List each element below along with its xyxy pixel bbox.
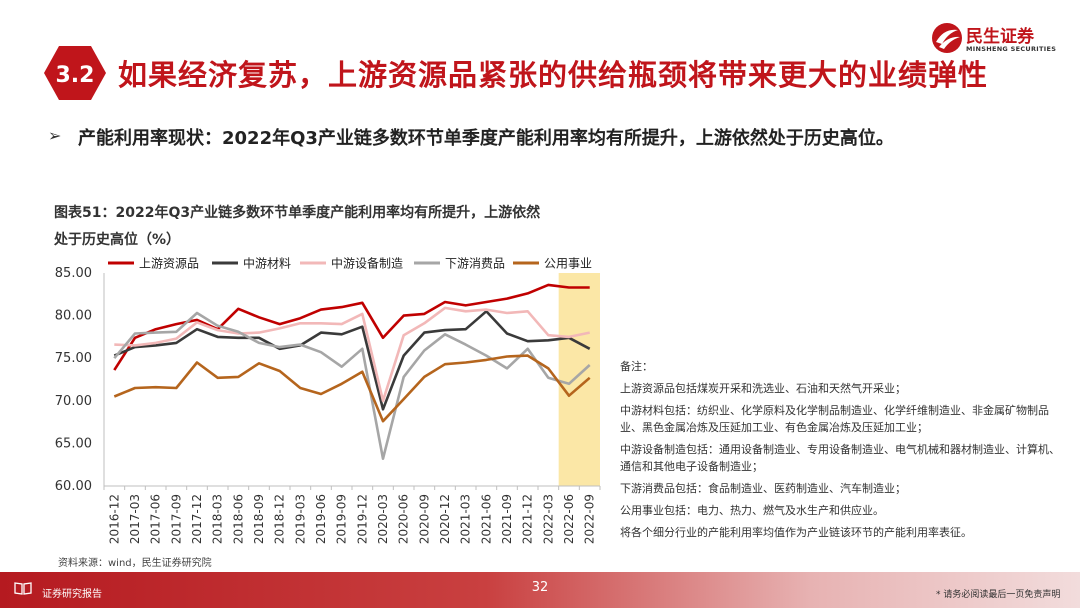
x-tick-label: 2018-06	[231, 494, 245, 544]
legend-label: 中游材料	[243, 256, 291, 271]
y-tick-label: 70.00	[55, 394, 92, 409]
y-tick-label: 80.00	[55, 309, 92, 324]
x-tick-label: 2017-09	[169, 494, 183, 544]
highlight-band	[558, 273, 600, 486]
y-tick-label: 60.00	[55, 479, 92, 494]
footer-label: 证券研究报告	[42, 589, 102, 600]
note-line: 备注：	[620, 360, 653, 373]
x-tick-label: 2022-09	[583, 494, 597, 544]
x-tick-label: 2018-03	[211, 494, 225, 544]
x-tick-label: 2022-06	[562, 494, 576, 544]
note-line: 中游设备制造包括：通用设备制造业、专用设备制造业、电气机械和器材制造业、计算机、…	[620, 443, 1060, 473]
series-line	[114, 306, 590, 403]
y-tick-label: 75.00	[55, 351, 92, 366]
logo-text-en: MINSHENG SECURITIES	[966, 45, 1057, 53]
chart-axes: 60.00 65.00 70.00 75.00 80.00 85.00 2016-12 201…	[55, 266, 601, 544]
source-note: 资料来源：wind，民生证券研究院	[58, 558, 212, 569]
slide-title: 如果经济复苏，上游资源品紧张的供给瓶颈将带来更大的业绩弹性	[118, 58, 989, 92]
x-tick-label: 2021-12	[521, 494, 535, 544]
series-line	[113, 311, 591, 461]
x-tick-label: 2022-03	[541, 494, 555, 544]
legend-label: 下游消费品	[445, 257, 505, 271]
y-tick-label: 85.00	[55, 266, 92, 281]
chart-title-line-2: 处于历史高位（%）	[54, 232, 181, 248]
series-line	[113, 354, 591, 423]
x-tick-label: 2016-12	[107, 494, 121, 544]
x-tick-label: 2021-03	[459, 494, 473, 544]
x-tick-label: 2021-09	[500, 494, 514, 544]
x-tick-label: 2021-06	[479, 494, 493, 544]
section-number: 3.2	[56, 63, 95, 88]
x-tick-label: 2017-03	[128, 494, 142, 544]
x-tick-label: 2019-06	[314, 494, 328, 544]
note-line: 中游材料包括：纺织业、化学原料及化学制品制造业、化学纤维制造业、非金属矿物制品业…	[620, 404, 1049, 434]
logo-text-cn: 民生证券	[966, 27, 1034, 47]
note-line: 将各个细分行业的产能利用率均值作为产业链该环节的产能利用率表征。	[620, 526, 972, 539]
page-number: 32	[531, 580, 549, 595]
x-tick-label: 2018-12	[273, 494, 287, 544]
x-tick-label: 2017-06	[149, 494, 163, 544]
legend-label: 上游资源品	[139, 257, 199, 271]
notes-panel: 备注： 上游资源品包括煤炭开采和洗选业、石油和天然气开采业； 中游材料包括：纺织业、…	[620, 358, 1060, 546]
x-tick-label: 2019-12	[355, 494, 369, 544]
bullet-text: 产能利用率现状：2022年Q3产业链多数环节单季度产能利用率均有所提升，上游依然…	[78, 128, 894, 149]
series-line	[113, 283, 590, 371]
chart-highlight-band	[558, 273, 600, 486]
x-tick-label: 2020-06	[397, 494, 411, 544]
chart-title-line-1: 图表51：2022年Q3产业链多数环节单季度产能利用率均有所提升，上游依然	[54, 205, 541, 221]
legend-label: 中游设备制造	[331, 256, 403, 271]
book-icon	[14, 582, 32, 595]
x-tick-label: 2020-12	[438, 494, 452, 544]
x-tick-label: 2019-03	[293, 494, 307, 544]
x-tick-label: 2020-09	[417, 494, 431, 544]
chart-series	[113, 283, 591, 461]
legend-label: 公用事业	[544, 257, 592, 271]
y-tick-label: 65.00	[55, 436, 92, 451]
x-tick-label: 2019-09	[335, 494, 349, 544]
note-line: 下游消费品包括：食品制造业、医药制造业、汽车制造业；	[620, 482, 906, 495]
series-line	[113, 309, 591, 411]
note-line: 公用事业包括：电力、热力、燃气及水生产和供应业。	[620, 504, 884, 517]
x-tick-label: 2018-09	[252, 494, 266, 544]
footer-bar	[0, 572, 1080, 608]
bullet-arrow-icon: ➢	[48, 126, 62, 145]
x-tick-label: 2017-12	[190, 494, 204, 544]
x-tick-label: 2020-03	[376, 494, 390, 544]
section-number-badge: 3.2	[44, 46, 106, 100]
note-line: 上游资源品包括煤炭开采和洗选业、石油和天然气开采业；	[620, 382, 906, 395]
chart-legend: 上游资源品 中游材料 中游设备制造 下游消费品 公用事业	[108, 256, 592, 271]
company-logo	[932, 23, 962, 53]
disclaimer: * 请务必阅读最后一页免责声明	[936, 590, 1061, 600]
